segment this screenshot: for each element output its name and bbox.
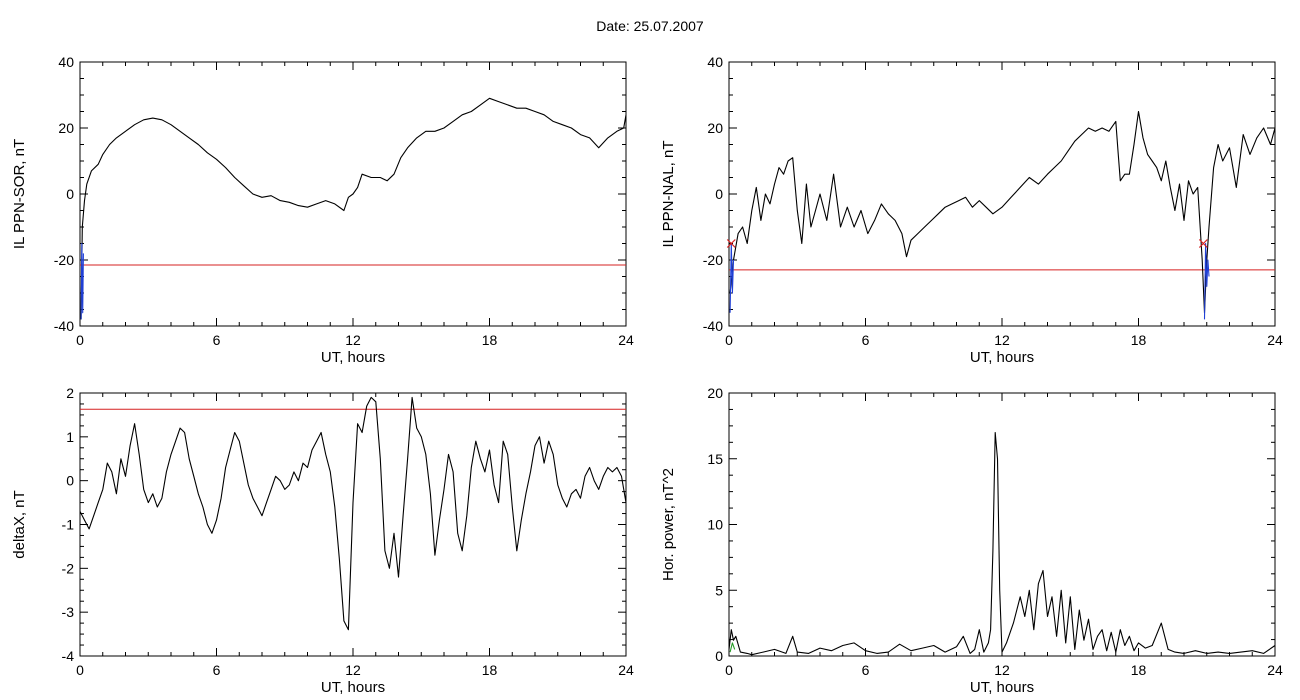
y-tick-label: 0 (715, 186, 723, 202)
y-tick-label: 15 (707, 451, 723, 467)
x-tick-label: 24 (618, 332, 634, 348)
plot-frame (728, 392, 1276, 657)
y-tick-label: -20 (54, 252, 74, 268)
x-axis-label: UT, hours (321, 349, 385, 366)
x-tick-label: 24 (618, 662, 634, 678)
series-line-0 (80, 97, 627, 320)
y-tick-label: 20 (707, 385, 723, 401)
y-axis-label: IL PPN-SOR, nT (11, 139, 28, 249)
x-tick-label: 0 (725, 332, 733, 348)
y-tick-label: 1 (66, 429, 74, 445)
y-tick-label: 20 (58, 120, 74, 136)
figure-title: Date: 25.07.2007 (596, 18, 704, 34)
x-tick-label: 18 (1131, 662, 1147, 678)
y-tick-label: 0 (715, 648, 723, 664)
x-tick-label: 12 (345, 332, 361, 348)
series-line-0 (79, 396, 627, 631)
panel-il-ppn-sor: 0 6 12 18 24 -40 -20 0 20 40 UT, hours IL PPN-SOR, … (11, 54, 634, 366)
y-tick-label: -40 (54, 318, 74, 334)
x-tick-label: 0 (76, 662, 84, 678)
x-tick-label: 0 (725, 662, 733, 678)
series-line-2 (1203, 242, 1210, 320)
series-line-1 (729, 642, 736, 653)
y-axis-label: deltaX, nT (11, 490, 28, 558)
y-axis-label: IL PPN-NAL, nT (660, 141, 677, 248)
series-line-1 (80, 242, 84, 320)
series-line-0 (728, 431, 1276, 656)
x-tick-label: 6 (862, 662, 870, 678)
x-axis-label: UT, hours (970, 679, 1034, 696)
event-marker (726, 239, 736, 248)
x-tick-label: 24 (1267, 662, 1283, 678)
event-marker (1198, 239, 1208, 248)
y-axis-label: Hor. power, nT^2 (660, 468, 677, 581)
panel-il-ppn-nal: 0 6 12 18 24 -40 -20 0 20 40 UT, hours IL PPN-NAL, … (660, 54, 1283, 366)
x-tick-label: 24 (1267, 332, 1283, 348)
y-tick-label: -3 (62, 604, 75, 620)
x-axis-label: UT, hours (970, 349, 1034, 366)
y-tick-label: -40 (703, 318, 723, 334)
series-line-1 (729, 242, 735, 313)
x-tick-label: 18 (1131, 332, 1147, 348)
y-tick-label: -4 (62, 648, 75, 664)
x-tick-label: 12 (994, 662, 1010, 678)
x-tick-label: 18 (482, 332, 498, 348)
y-tick-label: -20 (703, 252, 723, 268)
y-tick-label: -2 (62, 560, 75, 576)
y-tick-label: 5 (715, 582, 723, 598)
x-tick-label: 6 (862, 332, 870, 348)
y-tick-label: 40 (58, 54, 74, 70)
y-tick-label: 0 (66, 186, 74, 202)
y-tick-label: 2 (66, 385, 74, 401)
y-tick-label: -1 (62, 517, 75, 533)
series-line-0 (729, 110, 1276, 314)
panel-hor-power: 0 6 12 18 24 0 5 10 15 20 UT, hours Hor. power, nT^… (660, 385, 1283, 696)
plot-frame (79, 392, 627, 657)
x-axis-label: UT, hours (321, 679, 385, 696)
y-tick-label: 20 (707, 120, 723, 136)
x-tick-label: 6 (213, 662, 221, 678)
x-tick-label: 18 (482, 662, 498, 678)
y-tick-label: 40 (707, 54, 723, 70)
x-tick-label: 6 (213, 332, 221, 348)
x-tick-label: 12 (345, 662, 361, 678)
x-tick-label: 0 (76, 332, 84, 348)
y-tick-label: 10 (707, 517, 723, 533)
y-tick-label: 0 (66, 473, 74, 489)
x-tick-label: 12 (994, 332, 1010, 348)
